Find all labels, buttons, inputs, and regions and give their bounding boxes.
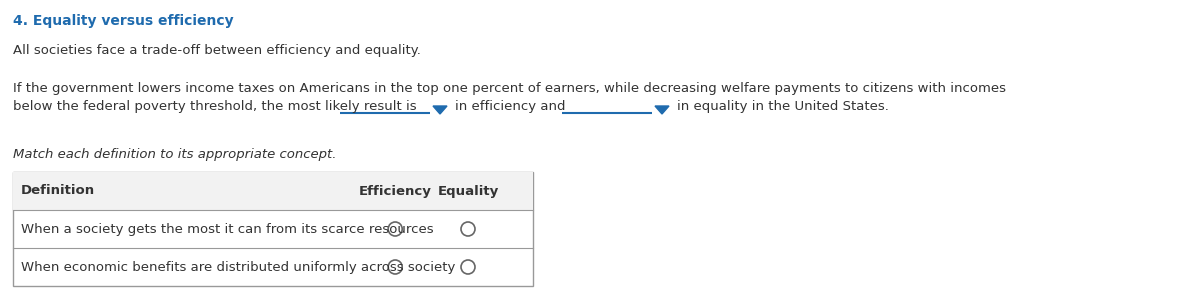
Circle shape: [461, 260, 475, 274]
Text: All societies face a trade-off between efficiency and equality.: All societies face a trade-off between e…: [13, 44, 421, 57]
Text: If the government lowers income taxes on Americans in the top one percent of ear: If the government lowers income taxes on…: [13, 82, 1006, 95]
Text: in equality in the United States.: in equality in the United States.: [677, 100, 889, 113]
Bar: [13, 172, 533, 210]
Text: Equality: Equality: [437, 185, 499, 197]
Text: Match each definition to its appropriate concept.: Match each definition to its appropriate…: [13, 148, 336, 161]
Text: Efficiency: Efficiency: [359, 185, 432, 197]
Circle shape: [389, 260, 402, 274]
Text: in efficiency and: in efficiency and: [455, 100, 565, 113]
Bar: [13, 172, 533, 286]
Circle shape: [389, 222, 402, 236]
Text: Definition: Definition: [22, 185, 95, 197]
Text: When economic benefits are distributed uniformly across society: When economic benefits are distributed u…: [22, 260, 455, 274]
Polygon shape: [433, 106, 446, 114]
Text: When a society gets the most it can from its scarce resources: When a society gets the most it can from…: [22, 222, 433, 236]
Polygon shape: [655, 106, 670, 114]
Text: 4. Equality versus efficiency: 4. Equality versus efficiency: [13, 14, 234, 28]
Text: below the federal poverty threshold, the most likely result is: below the federal poverty threshold, the…: [13, 100, 416, 113]
Circle shape: [461, 222, 475, 236]
